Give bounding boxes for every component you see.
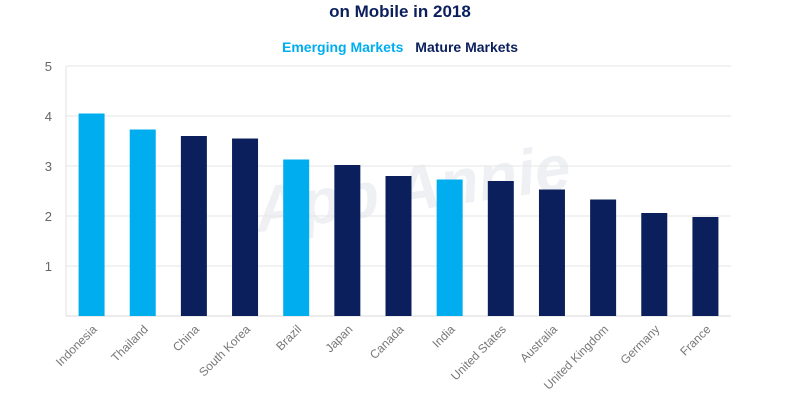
x-tick-label-france: France [677,322,714,359]
legend-mature-markets[interactable]: Mature Markets [415,39,518,55]
bar-australia[interactable] [538,189,565,317]
bar-indonesia[interactable] [78,113,105,317]
y-tick-label: 2 [45,209,52,224]
x-tick-label-south-korea: South Korea [196,322,253,379]
bar-france[interactable] [692,217,719,316]
y-axis-ticks: 1 2 3 4 5 [45,59,52,274]
bar-thailand[interactable] [129,129,156,317]
bar-china[interactable] [180,136,207,316]
bar-japan[interactable] [334,165,361,316]
x-tick-label-australia: Australia [517,322,560,365]
x-tick-label-united-states: United States [448,322,509,383]
x-tick-label-china: China [170,322,202,354]
x-tick-label-japan: Japan [322,322,355,355]
bar-united-states[interactable] [487,181,514,316]
bar-india[interactable] [436,179,463,317]
y-tick-label: 5 [45,59,52,74]
bars [78,113,719,317]
bar-canada[interactable] [385,176,412,316]
legend-emerging-markets[interactable]: Emerging Markets [282,39,404,55]
bar-south-korea[interactable] [232,138,259,317]
x-tick-label-india: India [429,322,458,351]
y-tick-label: 4 [45,109,52,124]
x-tick-label-germany: Germany [618,322,663,367]
chart-legend: Emerging Markets Mature Markets [0,39,800,55]
x-tick-label-indonesia: Indonesia [53,322,100,369]
chart-title: on Mobile in 2018 [329,2,471,21]
x-tick-label-canada: Canada [367,322,407,362]
bar-brazil[interactable] [283,159,310,317]
bar-germany[interactable] [641,213,668,316]
bar-united-kingdom[interactable] [590,199,617,317]
y-tick-label: 1 [45,259,52,274]
x-tick-label-brazil: Brazil [273,322,304,353]
y-tick-label: 3 [45,159,52,174]
x-tick-label-thailand: Thailand [108,322,150,364]
